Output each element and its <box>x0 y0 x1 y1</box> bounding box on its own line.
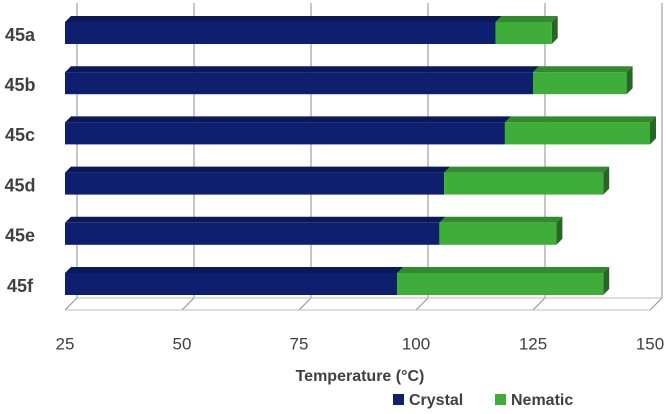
y-tick-label: 45d <box>4 175 35 195</box>
legend-label: Crystal <box>409 392 463 409</box>
bar <box>65 273 398 295</box>
bar <box>65 122 505 145</box>
bar <box>65 72 533 95</box>
legend-swatch <box>393 394 404 405</box>
bar <box>495 22 552 44</box>
bar-top <box>397 267 610 273</box>
bar-top <box>504 116 656 123</box>
grid-floor <box>649 297 663 311</box>
bar <box>65 222 440 245</box>
x-tick-label: 150 <box>636 334 664 353</box>
bar <box>533 72 627 95</box>
bar-top <box>439 216 563 223</box>
y-tick-label: 45e <box>5 226 35 246</box>
y-tick-label: 45c <box>5 125 35 145</box>
x-tick-label: 25 <box>56 334 75 353</box>
grid-floor <box>181 297 195 311</box>
x-tick-label: 125 <box>519 334 547 353</box>
x-tick-label: 100 <box>402 334 430 353</box>
bar-side <box>650 116 656 145</box>
legend-label: Nematic <box>511 392 573 409</box>
bar-side <box>556 216 563 245</box>
bar-side <box>626 66 633 95</box>
bar-top <box>65 267 404 273</box>
x-tick-label: 75 <box>290 334 309 353</box>
grid-floor <box>532 297 546 311</box>
bar <box>65 22 496 44</box>
grid-floor <box>415 297 429 311</box>
bar <box>65 172 445 195</box>
x-tick-label: 50 <box>173 334 192 353</box>
y-tick-label: 45b <box>4 75 35 95</box>
bar <box>444 172 604 195</box>
bar-top <box>65 116 511 123</box>
bar-top <box>65 66 539 73</box>
grid-floor <box>298 297 312 311</box>
bar-top <box>65 16 502 22</box>
grid-floor <box>64 297 78 311</box>
bar <box>504 122 650 145</box>
bar-top <box>65 166 451 173</box>
y-tick-label: 45f <box>7 276 34 296</box>
x-axis-title: Temperature (°C) <box>296 368 425 385</box>
legend-swatch <box>495 394 506 405</box>
y-tick-label: 45a <box>5 25 36 45</box>
bar-side <box>603 267 610 295</box>
bar <box>397 273 604 295</box>
bar-top <box>533 66 633 73</box>
bar-top <box>495 16 558 22</box>
bar-side <box>551 16 558 44</box>
bar-top <box>444 166 610 173</box>
bar-top <box>65 216 446 223</box>
bar-side <box>603 166 610 195</box>
bar <box>439 222 557 245</box>
